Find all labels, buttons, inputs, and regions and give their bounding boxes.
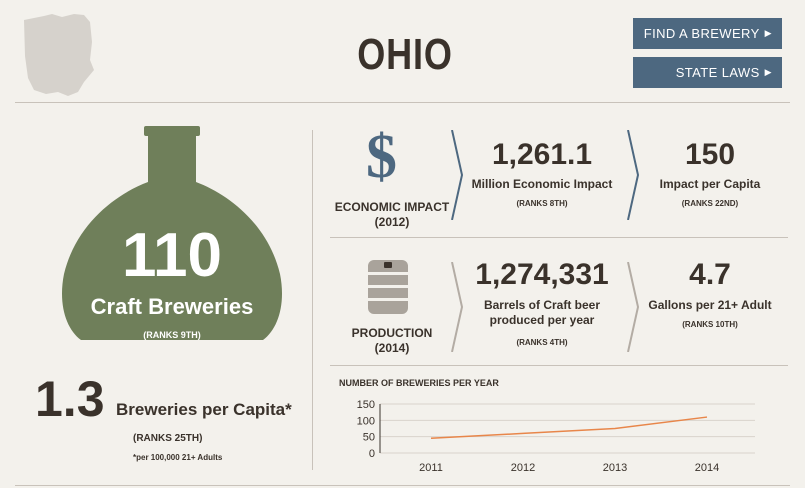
economic-impact-rank: (RANKS 8TH)	[516, 199, 568, 208]
x-tick-label: 2012	[511, 462, 535, 474]
top-divider	[15, 102, 790, 103]
beaker-icon	[61, 126, 283, 340]
per-capita-footnote: *per 100,000 21+ Adults	[133, 453, 223, 462]
breweries-label: Craft Breweries	[90, 294, 254, 319]
y-tick-label: 150	[357, 399, 375, 411]
impact-per-capita-label: Impact per Capita	[659, 177, 761, 191]
find-a-brewery-button[interactable]: FIND A BREWERY ▶	[633, 18, 782, 49]
per-capita-rank: (RANKS 25TH)	[133, 433, 203, 444]
y-tick-label: 50	[363, 432, 375, 444]
gallons-value: 4.7	[689, 258, 731, 291]
chart-title: NUMBER OF BREWERIES PER YEAR	[339, 378, 499, 388]
triangle-right-icon: ▶	[764, 67, 772, 77]
breweries-per-year-chart: 150 100 50 0 2011 2012 2013 2014	[357, 399, 755, 474]
economic-impact-title: ECONOMIC IMPACT	[334, 200, 450, 214]
per-capita-value: 1.3	[35, 371, 105, 427]
per-capita-label: Breweries per Capita*	[116, 400, 292, 419]
production-year: (2014)	[374, 341, 410, 355]
production-label: PRODUCTION (2014)	[332, 326, 452, 356]
chevron-right-icon	[451, 130, 464, 220]
bottom-divider	[15, 485, 790, 486]
barrel-icon	[368, 260, 408, 314]
economic-impact-year: (2012)	[374, 215, 410, 229]
economic-impact-sublabel: Million Economic Impact	[471, 177, 613, 191]
x-tick-label: 2014	[695, 462, 719, 474]
y-tick-label: 0	[369, 448, 375, 460]
barrels-label-line-2: produced per year	[489, 313, 595, 327]
row-divider-1	[330, 237, 788, 238]
ohio-state-shape	[24, 14, 94, 96]
state-laws-label: STATE LAWS	[675, 65, 760, 80]
column-divider	[312, 130, 313, 470]
gallons-label: Gallons per 21+ Adult	[648, 298, 772, 312]
triangle-right-icon: ▶	[764, 28, 772, 38]
chevron-right-icon	[627, 262, 640, 352]
barrels-value: 1,274,331	[475, 258, 609, 291]
economic-impact-value: 1,261.1	[491, 138, 593, 171]
state-laws-button[interactable]: STATE LAWS ▶	[633, 57, 782, 88]
barrels-label-line-1: Barrels of Craft beer	[483, 298, 601, 312]
economic-impact-label: ECONOMIC IMPACT (2012)	[332, 200, 452, 230]
row-divider-2	[330, 365, 788, 366]
breweries-rank: (RANKS 9TH)	[143, 330, 201, 340]
y-tick-label: 100	[357, 415, 375, 427]
find-a-brewery-label: FIND A BREWERY	[643, 26, 760, 41]
breweries-count: 110	[121, 221, 223, 290]
impact-per-capita-value: 150	[684, 138, 736, 171]
chevron-right-icon	[627, 130, 640, 220]
gallons-rank: (RANKS 10TH)	[682, 320, 738, 329]
dollar-icon: $	[366, 123, 397, 191]
impact-per-capita-rank: (RANKS 22ND)	[681, 199, 739, 208]
series-line	[430, 416, 708, 440]
chevron-right-icon	[451, 262, 464, 352]
production-title: PRODUCTION	[351, 326, 433, 340]
x-tick-label: 2011	[419, 462, 443, 474]
state-title: OHIO	[357, 30, 453, 79]
x-tick-label: 2013	[603, 462, 627, 474]
barrels-rank: (RANKS 4TH)	[516, 338, 568, 347]
